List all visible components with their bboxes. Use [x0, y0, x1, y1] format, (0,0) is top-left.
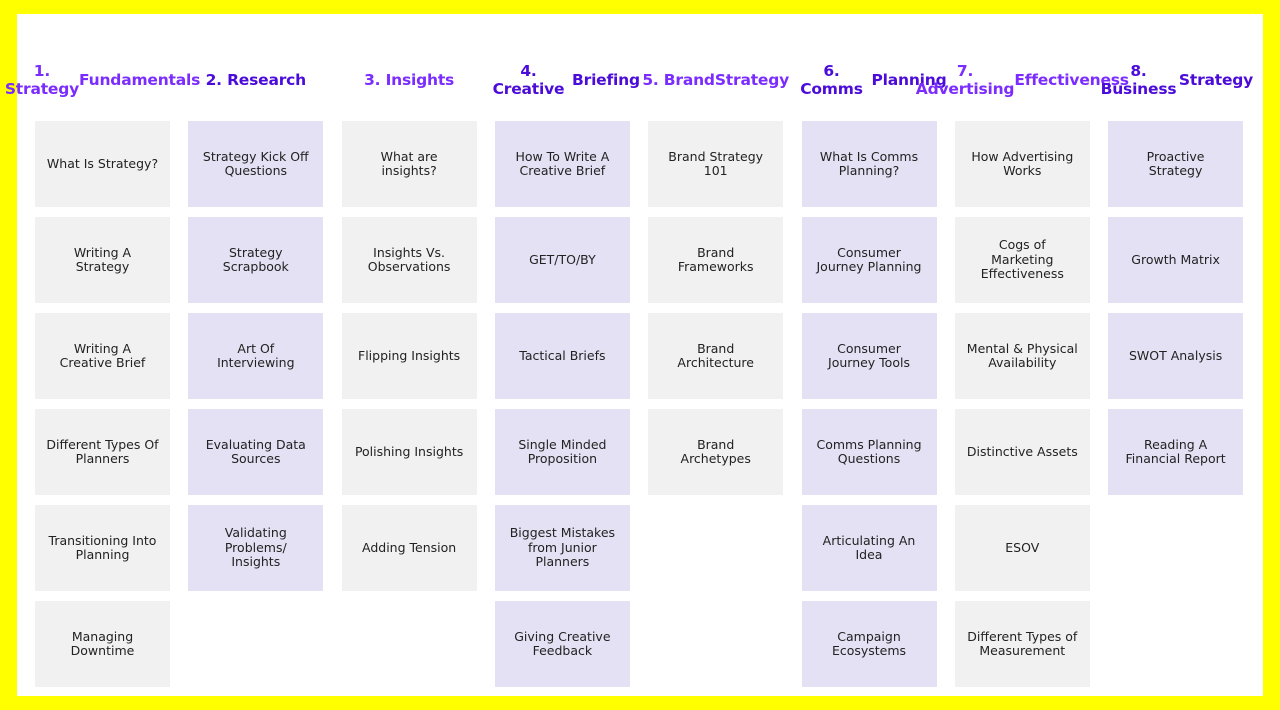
lesson-card-how-to-write-a-creative-brief[interactable]: How To Write A Creative Brief: [494, 121, 630, 207]
lesson-card-campaign-ecosystems[interactable]: Campaign Ecosystems: [801, 601, 937, 687]
lesson-card-consumer-journey-planning[interactable]: Consumer Journey Planning: [801, 217, 937, 303]
lesson-card-strategy-scrapbook[interactable]: Strategy Scrapbook: [188, 217, 324, 303]
lesson-card-comms-planning-questions[interactable]: Comms Planning Questions: [801, 409, 937, 495]
column-title: 1. Strategy Fundamentals: [4, 62, 201, 98]
lesson-card-brand-archetypes[interactable]: Brand Archetypes: [648, 409, 784, 495]
column-title: 2. Research: [205, 71, 307, 89]
lesson-card-consumer-journey-tools[interactable]: Consumer Journey Tools: [801, 313, 937, 399]
lesson-card-different-types-of-measurement[interactable]: Different Types of Measurement: [954, 601, 1090, 687]
lesson-card-managing-downtime[interactable]: Managing Downtime: [35, 601, 170, 687]
lesson-card-what-is-strategy[interactable]: What Is Strategy?: [35, 121, 170, 207]
lesson-card-insights-vs-observations[interactable]: Insights Vs. Observations: [341, 217, 477, 303]
lesson-card-proactive-strategy[interactable]: Proactive Strategy: [1108, 121, 1244, 207]
column-title: 7. Advertising Effectiveness: [915, 62, 1129, 98]
lesson-card-what-are-insights[interactable]: What are insights?: [341, 121, 477, 207]
column-title: 5. Brand Strategy: [642, 71, 790, 89]
lesson-card-transitioning-into-planning[interactable]: Transitioning Into Planning: [35, 505, 170, 591]
lesson-card-art-of-interviewing[interactable]: Art Of Interviewing: [188, 313, 324, 399]
lesson-card-flipping-insights[interactable]: Flipping Insights: [341, 313, 477, 399]
lesson-card-evaluating-data-sources[interactable]: Evaluating Data Sources: [188, 409, 324, 495]
column-title: 3. Insights: [364, 71, 455, 89]
lesson-card-mental-physical-availability[interactable]: Mental & Physical Availability: [954, 313, 1090, 399]
lesson-card-growth-matrix[interactable]: Growth Matrix: [1108, 217, 1244, 303]
lesson-card-writing-a-strategy[interactable]: Writing A Strategy: [35, 217, 170, 303]
lesson-card-distinctive-assets[interactable]: Distinctive Assets: [954, 409, 1090, 495]
lesson-card-brand-strategy-101[interactable]: Brand Strategy 101: [648, 121, 784, 207]
column-title: 6. Comms Planning: [800, 62, 947, 98]
lesson-card-reading-a-financial-report[interactable]: Reading A Financial Report: [1108, 409, 1244, 495]
lesson-card-different-types-of-planners[interactable]: Different Types Of Planners: [35, 409, 170, 495]
lesson-card-polishing-insights[interactable]: Polishing Insights: [341, 409, 477, 495]
lesson-card-swot-analysis[interactable]: SWOT Analysis: [1108, 313, 1244, 399]
lesson-card-brand-architecture[interactable]: Brand Architecture: [648, 313, 784, 399]
lesson-card-what-is-comms-planning[interactable]: What Is Comms Planning?: [801, 121, 937, 207]
lesson-card-get-to-by[interactable]: GET/TO/BY: [494, 217, 630, 303]
lesson-card-brand-frameworks[interactable]: Brand Frameworks: [648, 217, 784, 303]
lesson-card-cogs-of-marketing-effectiveness[interactable]: Cogs of Marketing Effectiveness: [954, 217, 1090, 303]
lesson-card-esov[interactable]: ESOV: [954, 505, 1090, 591]
lesson-card-adding-tension[interactable]: Adding Tension: [341, 505, 477, 591]
lesson-card-strategy-kick-off-questions[interactable]: Strategy Kick Off Questions: [188, 121, 324, 207]
lesson-card-giving-creative-feedback[interactable]: Giving Creative Feedback: [494, 601, 630, 687]
lesson-card-how-advertising-works[interactable]: How Advertising Works: [954, 121, 1090, 207]
lesson-card-validating-problems-insights[interactable]: Validating Problems/ Insights: [188, 505, 324, 591]
lesson-card-tactical-briefs[interactable]: Tactical Briefs: [494, 313, 630, 399]
column-title: 4. Creative Briefing: [492, 62, 641, 98]
column-title: 8. Business Strategy: [1100, 62, 1254, 98]
curriculum-board: 1. Strategy Fundamentals What Is Strategy?…: [4, 14, 1263, 696]
lesson-card-writing-a-creative-brief[interactable]: Writing A Creative Brief: [35, 313, 170, 399]
lesson-card-biggest-mistakes-from-junior-planners[interactable]: Biggest Mistakes from Junior Planners: [494, 505, 630, 591]
lesson-card-articulating-an-idea[interactable]: Articulating An Idea: [801, 505, 937, 591]
lesson-card-single-minded-proposition[interactable]: Single Minded Proposition: [494, 409, 630, 495]
